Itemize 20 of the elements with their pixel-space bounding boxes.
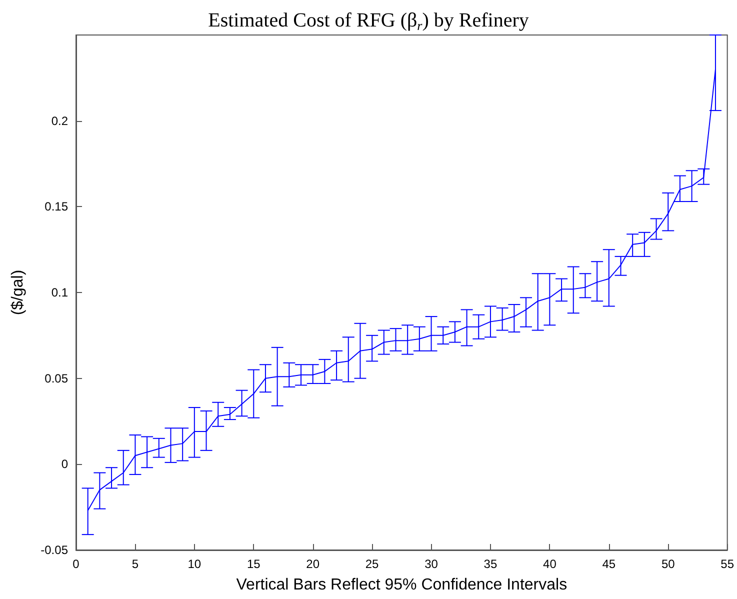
y-tick-label: -0.05 — [40, 543, 68, 557]
x-tick-label: 35 — [484, 557, 498, 571]
x-tick-label: 20 — [306, 557, 320, 571]
x-tick-label: 45 — [602, 557, 616, 571]
y-tick-label: 0.05 — [44, 371, 68, 386]
x-tick-label: 0 — [72, 557, 80, 571]
x-tick-label: 25 — [365, 557, 380, 571]
x-tick-label: 5 — [132, 557, 139, 571]
x-tick-label: 30 — [424, 557, 438, 571]
y-tick-label: 0.2 — [51, 114, 68, 128]
y-axis-title: ($/gal) — [10, 270, 26, 316]
y-tick-label: 0.15 — [44, 200, 68, 214]
x-tick-label: 55 — [720, 557, 734, 571]
x-tick-label: 40 — [543, 557, 557, 571]
x-tick-label: 10 — [188, 557, 202, 571]
x-axis-title: Vertical Bars Reflect 95% Confidence Intervals — [236, 576, 568, 594]
y-tick-label: 0 — [61, 457, 68, 472]
x-tick-label: 15 — [246, 557, 261, 571]
y-tick-label: 0.1 — [51, 286, 68, 300]
x-tick-label: 50 — [661, 557, 676, 571]
